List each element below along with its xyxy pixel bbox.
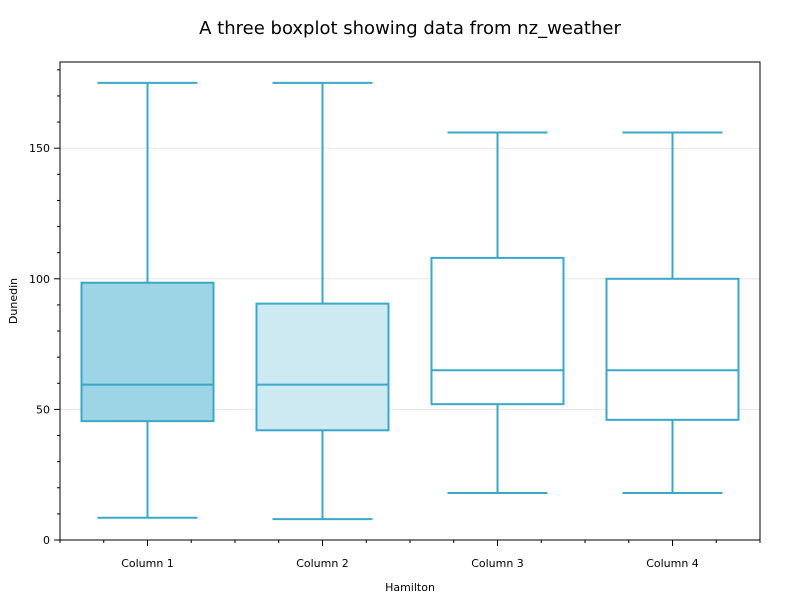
box-iqr: [430, 256, 565, 406]
x-axis-label: Hamilton: [385, 581, 435, 594]
box-iqr: [255, 302, 390, 432]
boxes: [80, 81, 740, 521]
y-tick-label-100: 100: [29, 273, 50, 286]
y-tick-label-150: 150: [29, 142, 50, 155]
box-4: [605, 131, 740, 494]
x-tick-label-3: Column 3: [471, 557, 524, 570]
y-axis-label: Dunedin: [7, 278, 20, 324]
box-2: [255, 81, 390, 521]
box-iqr: [80, 281, 215, 423]
x-tick-label-4: Column 4: [646, 557, 699, 570]
box-iqr: [605, 277, 740, 421]
box-1: [80, 81, 215, 519]
box-3: [430, 131, 565, 494]
x-tick-label-1: Column 1: [121, 557, 174, 570]
y-tick-label-50: 50: [36, 403, 50, 416]
y-tick-label-0: 0: [43, 534, 50, 547]
axes: 0 50 100 150 Column 1 Column 2 Column 3 Column …: [29, 69, 761, 570]
x-tick-label-2: Column 2: [296, 557, 349, 570]
chart-title: A three boxplot showing data from nz_wea…: [199, 18, 621, 39]
